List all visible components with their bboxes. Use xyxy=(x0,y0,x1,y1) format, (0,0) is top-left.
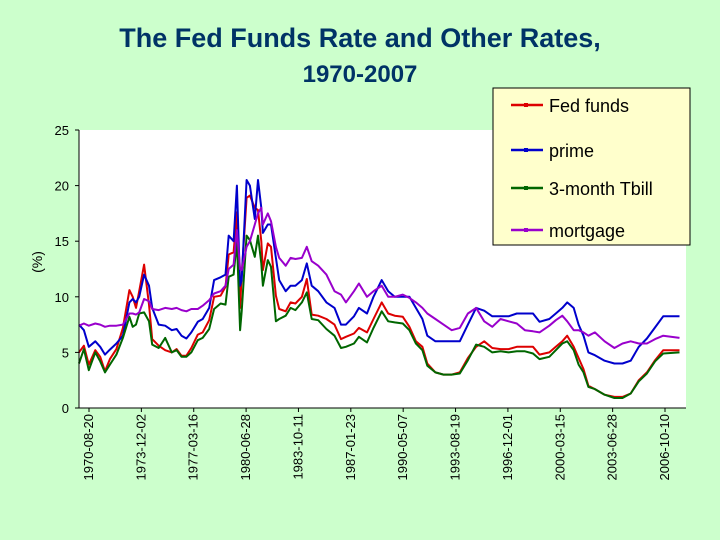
legend-marker xyxy=(524,228,528,232)
x-tick-label: 2003-06-28 xyxy=(605,414,620,481)
y-tick-label: 10 xyxy=(55,290,69,305)
y-tick-labels: 0 5 10 15 20 25 xyxy=(55,123,69,416)
x-tick-label: 1993-08-19 xyxy=(448,414,463,481)
legend-marker xyxy=(524,103,528,107)
axes-group xyxy=(75,129,686,412)
x-tick-label: 1990-05-07 xyxy=(395,414,410,481)
x-tick-label: 1977-03-16 xyxy=(186,414,201,481)
chart-subtitle: 1970-2007 xyxy=(303,61,418,88)
y-tick-label: 5 xyxy=(62,345,69,360)
y-tick-label: 20 xyxy=(55,179,69,194)
legend-label: prime xyxy=(549,141,594,161)
x-tick-label: 2006-10-10 xyxy=(657,414,672,481)
x-tick-label: 1970-08-20 xyxy=(81,414,96,481)
series-group xyxy=(78,179,680,399)
y-axis-label: (%) xyxy=(29,251,45,273)
y-tick-label: 25 xyxy=(55,123,69,138)
series-line-prime xyxy=(78,179,680,365)
legend-label: Fed funds xyxy=(549,96,629,116)
x-tick-label: 1996-12-01 xyxy=(500,414,515,481)
legend-marker xyxy=(524,148,528,152)
legend-label: mortgage xyxy=(549,221,625,241)
series-line-mortgage xyxy=(78,206,680,349)
x-tick-label: 1983-10-11 xyxy=(290,414,305,480)
y-tick-label: 15 xyxy=(55,234,69,249)
x-tick-label: 2000-03-15 xyxy=(552,414,567,481)
x-tick-label: 1987-01-23 xyxy=(343,414,358,481)
x-tick-labels: 1970-08-20 1973-12-02 1977-03-16 1980-06-28… xyxy=(81,414,672,481)
legend: Fed funds prime 3-month Tbill mortgage xyxy=(511,96,653,241)
x-tick-label: 1973-12-02 xyxy=(133,414,148,481)
x-tick-label: 1980-06-28 xyxy=(238,414,253,481)
series-line-3-month-tbill xyxy=(78,234,680,399)
legend-box xyxy=(492,87,691,246)
chart-title: The Fed Funds Rate and Other Rates, xyxy=(119,23,601,53)
legend-label: 3-month Tbill xyxy=(549,179,653,199)
legend-marker xyxy=(524,186,528,190)
y-tick-label: 0 xyxy=(62,401,69,416)
